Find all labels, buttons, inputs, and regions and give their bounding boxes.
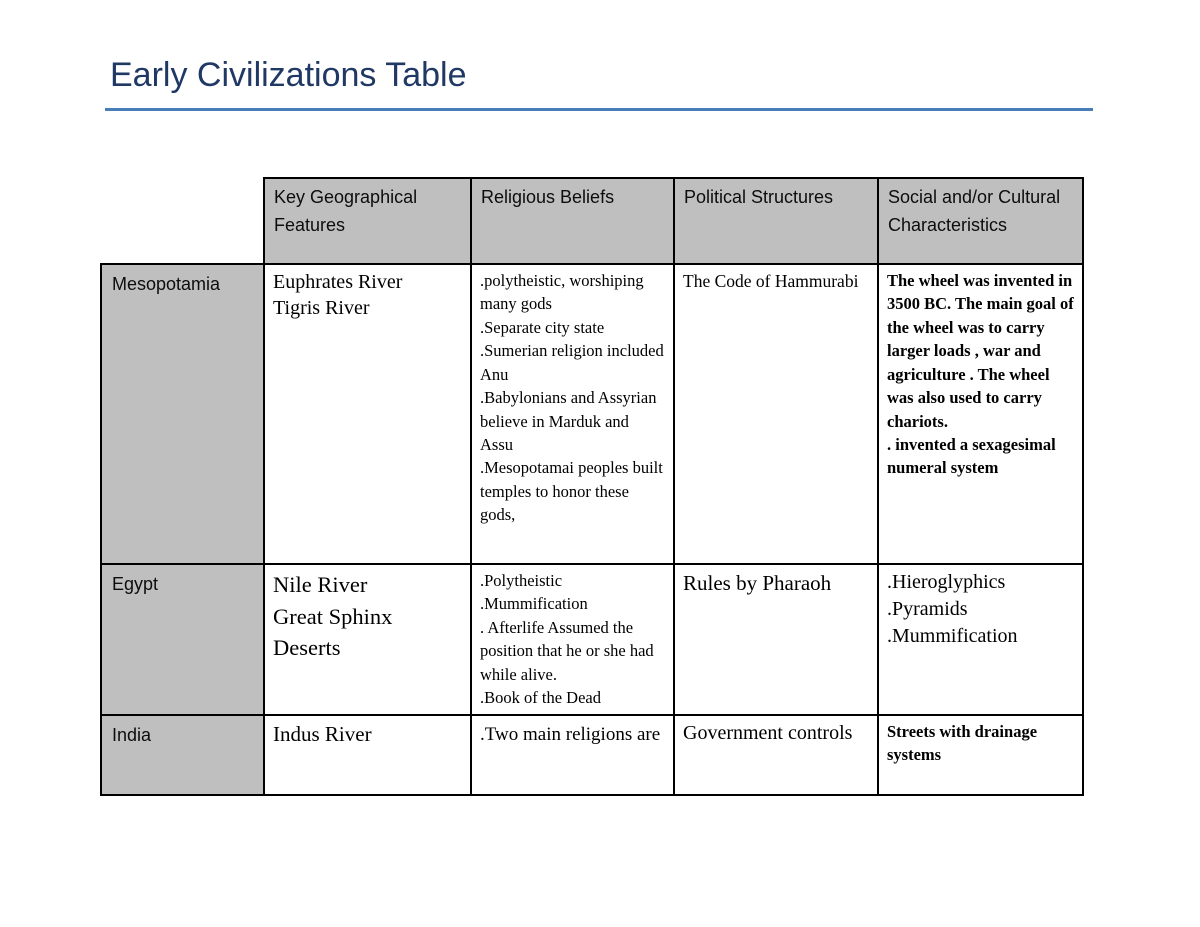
cell-egypt-culture: .Hieroglyphics .Pyramids .Mummification: [877, 563, 1084, 716]
cell-mesopotamia-culture: The wheel was invented in 3500 BC. The m…: [877, 263, 1084, 565]
column-header-religion: Religious Beliefs: [470, 177, 675, 265]
table-row-mesopotamia: Mesopotamia Euphrates River Tigris River…: [100, 263, 1084, 565]
column-header-culture: Social and/or Cultural Characteristics: [877, 177, 1084, 265]
cell-india-religion: .Two main religions are: [470, 713, 675, 796]
cell-egypt-religion: .Polytheistic .Mummification . Afterlife…: [470, 563, 675, 716]
table-row-india: India Indus River .Two main religions ar…: [100, 713, 1084, 796]
cell-mesopotamia-religion: .polytheistic, worshiping many gods .Sep…: [470, 263, 675, 565]
cell-egypt-politics: Rules by Pharaoh: [673, 563, 879, 716]
row-label-egypt: Egypt: [100, 563, 265, 716]
page-title: Early Civilizations Table: [110, 56, 467, 94]
cell-mesopotamia-politics: The Code of Hammurabi: [673, 263, 879, 565]
row-label-mesopotamia: Mesopotamia: [100, 263, 265, 565]
cell-india-culture: Streets with drainage systems: [877, 713, 1084, 796]
civilizations-table: Key Geographical Features Religious Beli…: [100, 177, 1084, 796]
row-label-india: India: [100, 713, 265, 796]
table-row-egypt: Egypt Nile River Great Sphinx Deserts .P…: [100, 563, 1084, 716]
cell-india-politics: Government controls: [673, 713, 879, 796]
header-row: Key Geographical Features Religious Beli…: [101, 177, 1084, 265]
cell-mesopotamia-geography: Euphrates River Tigris River: [263, 263, 472, 565]
column-header-politics: Political Structures: [673, 177, 879, 265]
column-header-geography: Key Geographical Features: [263, 177, 472, 265]
corner-empty-cell: [101, 178, 265, 265]
cell-egypt-geography: Nile River Great Sphinx Deserts: [263, 563, 472, 716]
title-underline-rule: [105, 108, 1093, 111]
cell-india-geography: Indus River: [263, 713, 472, 796]
